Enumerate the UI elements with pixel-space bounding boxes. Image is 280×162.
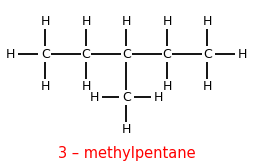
- Text: C: C: [82, 47, 90, 60]
- Text: H: H: [41, 80, 50, 93]
- Text: 3 – methylpentane: 3 – methylpentane: [58, 146, 195, 161]
- Text: H: H: [162, 80, 172, 93]
- Text: H: H: [122, 15, 131, 28]
- Text: C: C: [122, 91, 131, 104]
- Text: H: H: [203, 15, 212, 28]
- Text: C: C: [122, 47, 131, 60]
- Text: H: H: [122, 123, 131, 136]
- Text: H: H: [203, 80, 212, 93]
- Text: C: C: [203, 47, 212, 60]
- Text: H: H: [238, 47, 247, 60]
- Text: H: H: [154, 91, 164, 104]
- Text: H: H: [81, 15, 91, 28]
- Text: H: H: [81, 80, 91, 93]
- Text: H: H: [162, 15, 172, 28]
- Text: C: C: [41, 47, 50, 60]
- Text: H: H: [89, 91, 99, 104]
- Text: H: H: [41, 15, 50, 28]
- Text: H: H: [6, 47, 15, 60]
- Text: C: C: [163, 47, 171, 60]
